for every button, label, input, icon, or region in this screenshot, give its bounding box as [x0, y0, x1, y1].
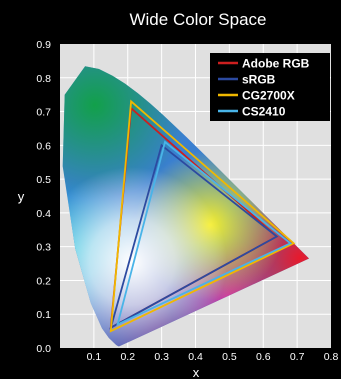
y-tick-label: 0.0: [36, 343, 51, 355]
legend-box: [210, 53, 330, 121]
legend-label: sRGB: [242, 73, 276, 87]
x-tick-label: 0.5: [222, 351, 237, 363]
y-tick-label: 0.2: [36, 275, 51, 287]
x-axis-ticks: 0.1 0.2 0.3 0.4 0.5 0.6 0.7 0.8: [87, 351, 339, 363]
gamut-cg2700x: [109, 99, 296, 333]
x-axis-label: x: [193, 365, 200, 379]
gamut-cs2410: [116, 140, 293, 327]
x-tick-label: 0.1: [87, 351, 102, 363]
y-axis-label: y: [18, 189, 25, 204]
y-tick-label: 0.8: [36, 73, 51, 85]
x-tick-label: 0.2: [120, 351, 135, 363]
chart-title: Wide Color Space: [129, 10, 266, 29]
y-tick-label: 0.9: [36, 39, 51, 51]
y-tick-label: 0.3: [36, 242, 51, 254]
x-tick-label: 0.3: [154, 351, 169, 363]
y-tick-label: 0.4: [36, 208, 51, 220]
legend-label: CS2410: [242, 105, 286, 119]
y-axis-ticks: 0.0 0.1 0.2 0.3 0.4 0.5 0.6 0.7 0.8 0.9: [36, 39, 51, 355]
y-tick-label: 0.1: [36, 309, 51, 321]
gamut-srgb: [109, 143, 279, 330]
y-tick-label: 0.7: [36, 107, 51, 119]
x-tick-label: 0.4: [188, 351, 203, 363]
gamut-triangles: [109, 99, 296, 333]
legend: Adobe RGB sRGB CG2700X CS2410: [210, 53, 330, 121]
legend-label: CG2700X: [242, 89, 295, 103]
y-tick-label: 0.5: [36, 174, 51, 186]
y-tick-label: 0.6: [36, 140, 51, 152]
x-tick-label: 0.8: [324, 351, 339, 363]
legend-label: Adobe RGB: [242, 57, 310, 71]
x-tick-label: 0.7: [290, 351, 305, 363]
x-tick-label: 0.6: [256, 351, 271, 363]
